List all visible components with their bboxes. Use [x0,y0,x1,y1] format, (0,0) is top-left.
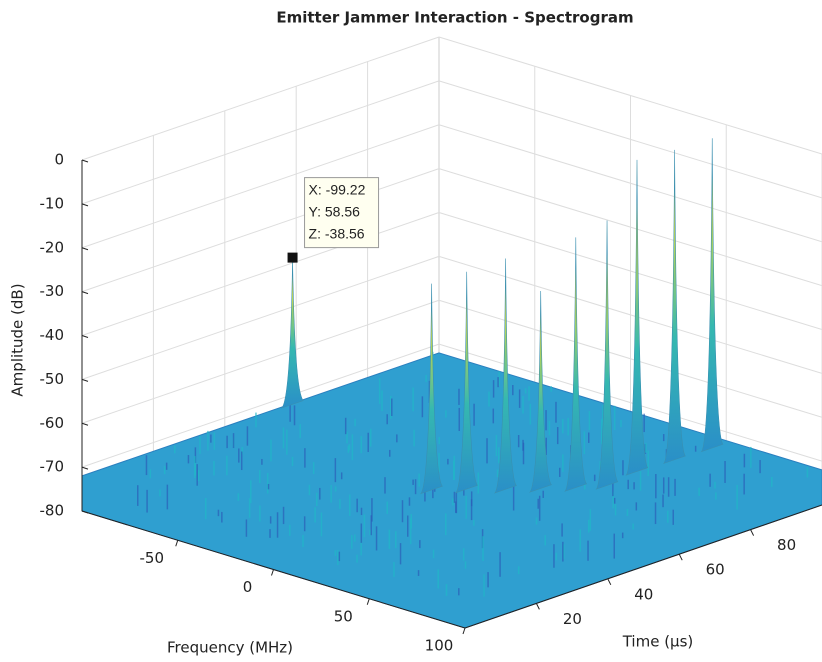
z-tick-label: -20 [40,238,65,256]
z-tick [82,379,88,381]
y-tick-label: 40 [634,585,653,603]
x-tick [463,628,465,634]
x-tick-label: 100 [425,637,454,655]
y-tick [679,554,682,560]
z-tick-label: -40 [40,326,65,344]
z-tick [82,336,88,338]
datatip: X: -99.22 Y: 58.56 Z: -38.56 [288,178,379,263]
z-tick-label: -80 [40,502,65,520]
z-tick-label: -70 [40,458,65,476]
y-tick [536,603,539,609]
y-tick [608,579,611,585]
datatip-text: Z: -38.56 [309,225,365,241]
peak [664,150,685,463]
grid-line [82,81,439,204]
y-axis-label: Time (μs) [622,633,694,651]
datatip-text: X: -99.22 [309,181,366,197]
grid-line [82,256,439,379]
x-tick [367,599,369,605]
y-tick-label: 20 [563,610,582,628]
y-tick [751,530,754,536]
z-tick [82,292,88,294]
x-tick-label: 0 [243,578,253,596]
z-tick [82,423,88,425]
x-axis-label: Frequency (MHz) [167,639,293,657]
z-tick-label: -10 [40,194,65,212]
datatip-marker [288,253,298,263]
z-tick [82,160,88,162]
x-tick [272,570,274,576]
grid-line [82,169,439,292]
z-tick-label: -30 [40,282,65,300]
y-tick-label: 60 [706,561,725,579]
peak [702,138,723,451]
peak [282,258,303,408]
surface [82,138,822,628]
z-tick-label: 0 [54,151,64,169]
z-tick [82,248,88,250]
z-axis-label: Amplitude (dB) [9,283,27,396]
x-tick-label: 50 [334,607,353,625]
z-tick-label: -50 [40,370,65,388]
grid-line [82,125,439,248]
grid-line [82,213,439,336]
datatip-text: Y: 58.56 [309,203,361,219]
z-tick [82,204,88,206]
x-tick-label: -50 [140,549,165,567]
y-tick-label: 80 [777,536,796,554]
grid-line [82,37,439,160]
z-tick-label: -60 [40,414,65,432]
x-tick [176,540,178,546]
z-tick [82,467,88,469]
chart-title: Emitter Jammer Interaction - Spectrogram [276,9,633,27]
